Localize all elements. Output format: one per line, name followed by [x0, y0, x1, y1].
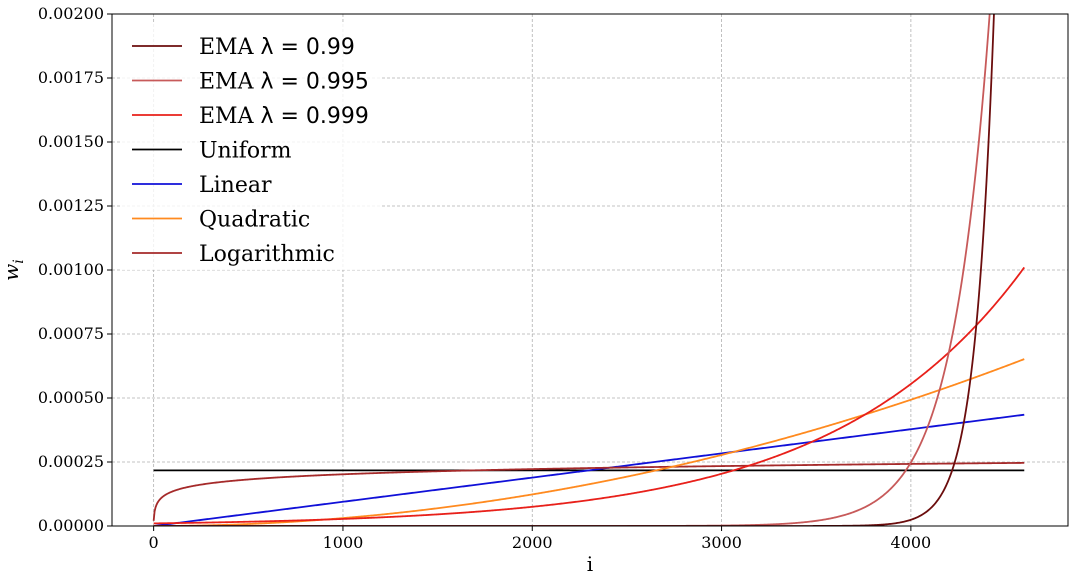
legend-label: EMA λ = 0.99 — [199, 35, 355, 60]
legend-label: Logarithmic — [199, 242, 335, 267]
legend-label: EMA λ = 0.999 — [199, 104, 369, 129]
series-line-ema-0-99 — [153, 14, 995, 526]
y-tick-label: 0.00200 — [38, 4, 104, 23]
legend-label: EMA λ = 0.995 — [199, 70, 369, 95]
y-ticks: 0.00000 0.00025 0.00050 0.00075 0.00100 0.001… — [38, 4, 112, 535]
y-tick-label: 0.00175 — [38, 68, 104, 87]
y-tick-label: 0.00050 — [38, 388, 104, 407]
x-tick-label: 3000 — [701, 533, 742, 552]
x-tick-label: 1000 — [323, 533, 364, 552]
x-tick-label: 2000 — [512, 533, 553, 552]
y-tick-label: 0.00125 — [38, 196, 104, 215]
y-tick-label: 0.00100 — [38, 260, 104, 279]
series-line-logarithmic — [152, 461, 1025, 521]
series-line-ema-0-999 — [153, 266, 1025, 525]
legend: EMA λ = 0.99 EMA λ = 0.995 EMA λ = 0.999 Un… — [120, 24, 382, 270]
y-tick-label: 0.00025 — [38, 452, 104, 471]
legend-label: Uniform — [199, 139, 292, 164]
x-ticks: 0 1000 2000 3000 4000 — [149, 526, 932, 552]
x-axis-label: i — [587, 552, 593, 575]
x-tick-label: 0 — [149, 533, 159, 552]
legend-label: Quadratic — [199, 208, 310, 233]
legend-label: Linear — [199, 173, 272, 198]
y-tick-label: 0.00000 — [38, 516, 104, 535]
series-line-quadratic — [153, 358, 1025, 526]
y-axis-label: wi — [0, 259, 27, 281]
y-tick-label: 0.00150 — [38, 132, 104, 151]
legend-box — [120, 24, 382, 270]
x-tick-label: 4000 — [891, 533, 932, 552]
series-line-linear — [153, 413, 1025, 526]
y-tick-label: 0.00075 — [38, 324, 104, 343]
